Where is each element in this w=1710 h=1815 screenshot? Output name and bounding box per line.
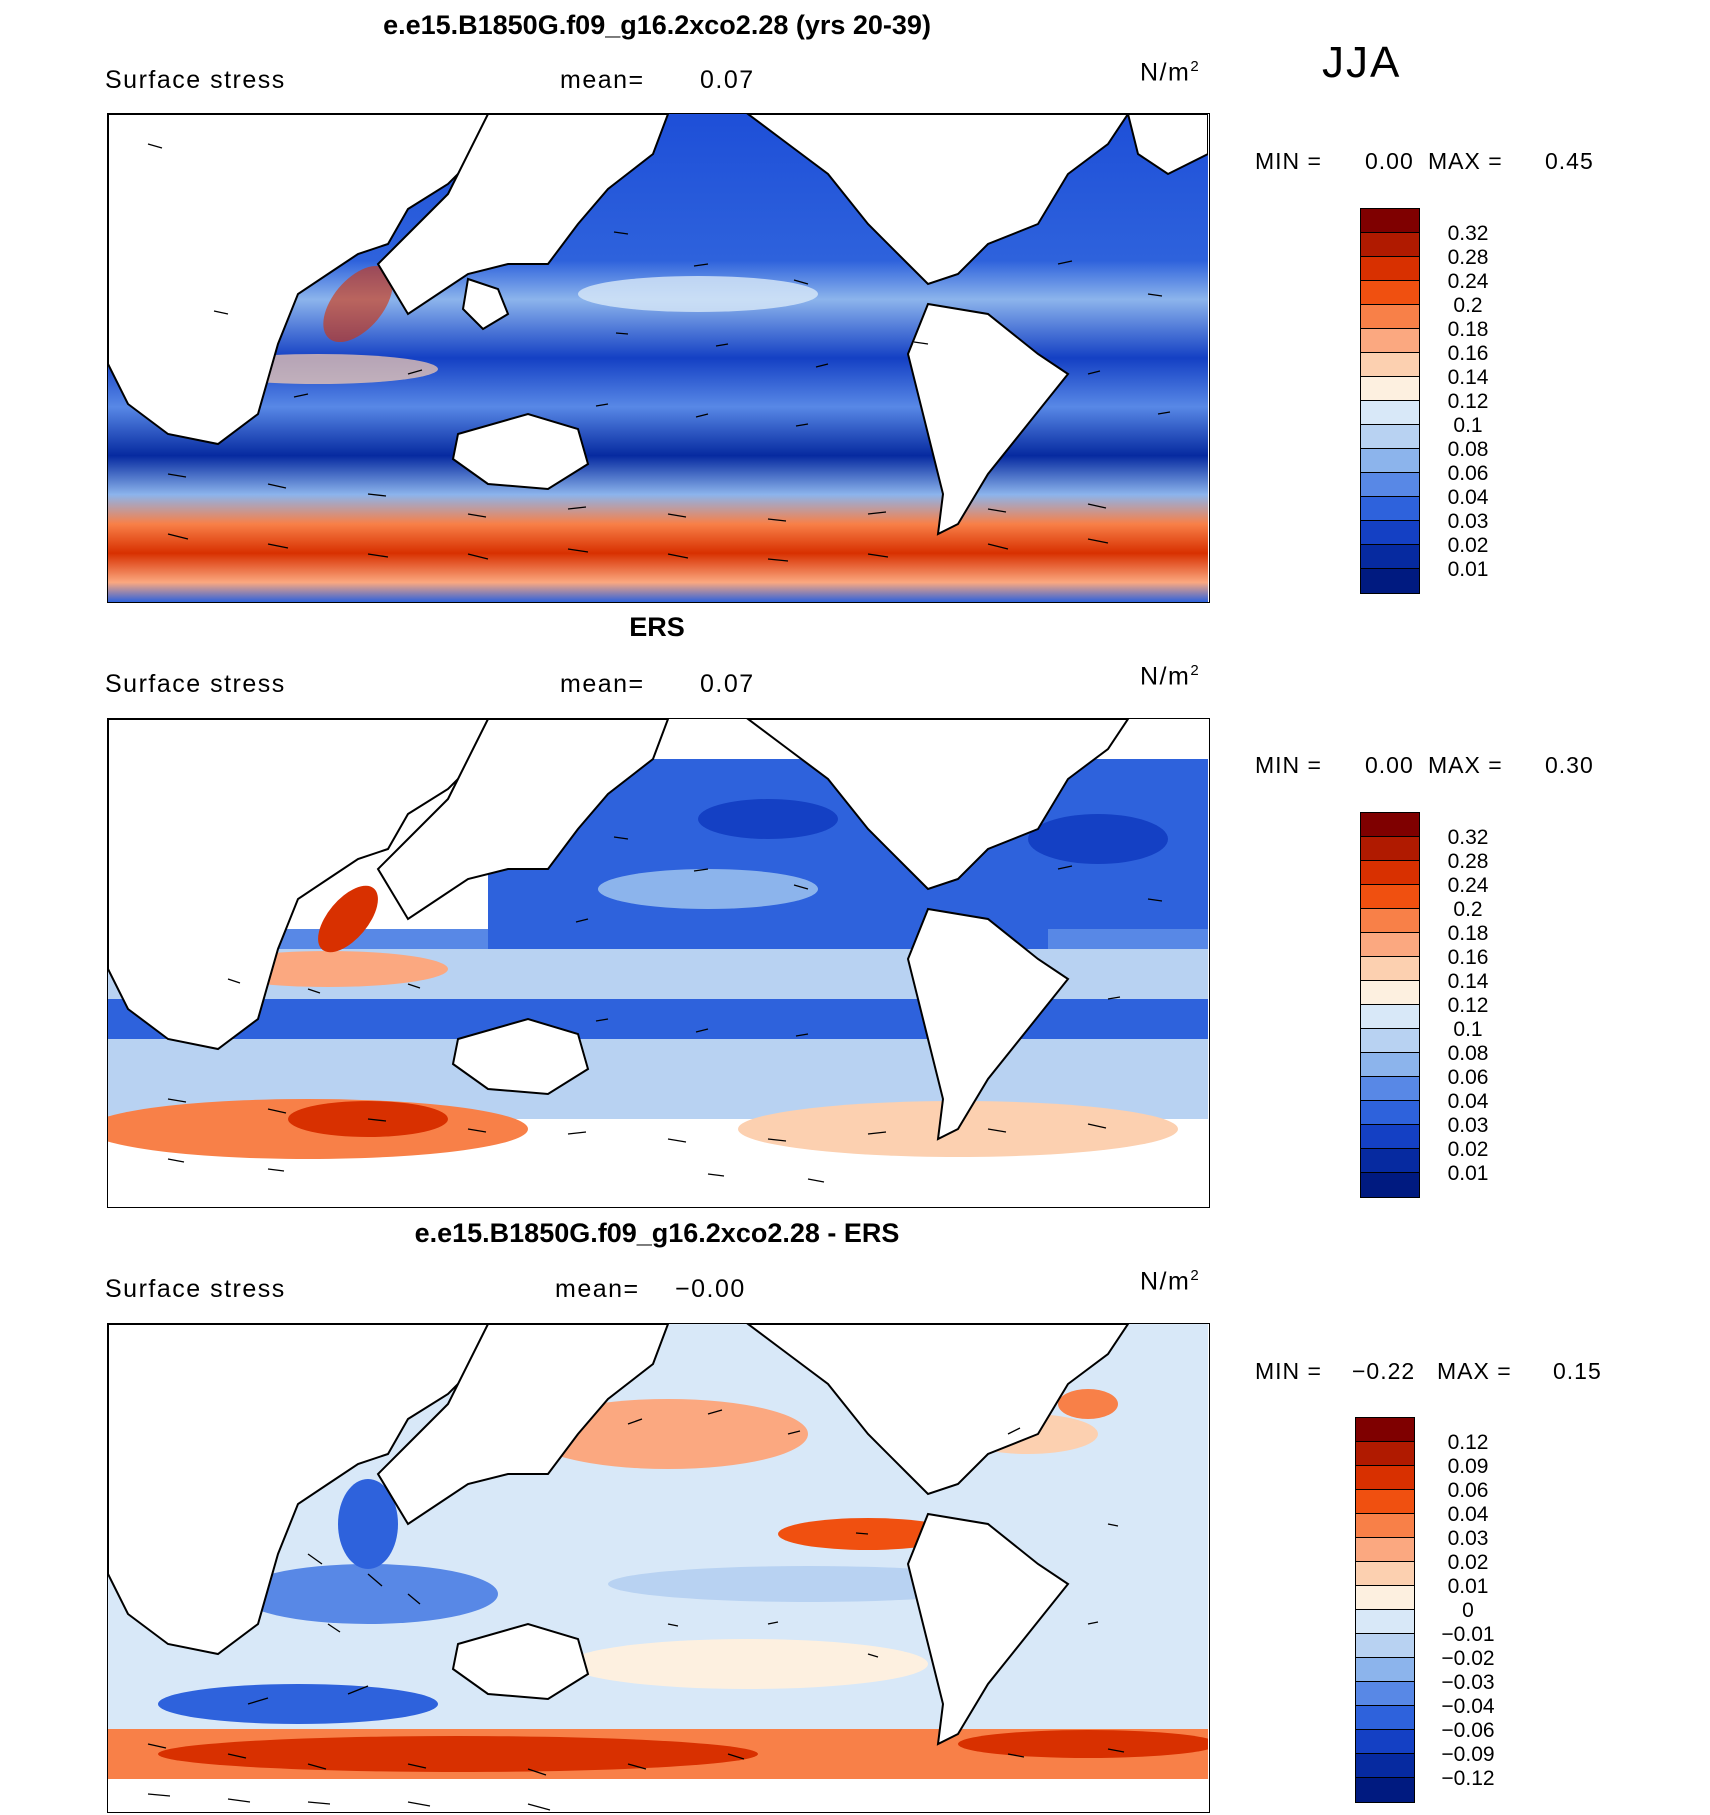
- cb2-tick: 0.02: [1447, 1138, 1489, 1161]
- cb1-tick: 0.08: [1447, 438, 1489, 461]
- panel-2-max-label: MAX =: [1428, 752, 1503, 778]
- panel-2-title: ERS: [629, 612, 685, 642]
- cb2-tick: 0.06: [1447, 1066, 1489, 1089]
- panel-2-mean-value: 0.07: [700, 670, 755, 698]
- cb3-tick: 0: [1462, 1599, 1474, 1622]
- cb1-tick: 0.28: [1447, 246, 1489, 269]
- panel-1-mean-value: 0.07: [700, 66, 755, 94]
- panel-3-map: [107, 1323, 1210, 1813]
- panel-1-min-label: MIN =: [1255, 148, 1322, 174]
- cb3-tick: −0.04: [1441, 1695, 1495, 1718]
- panel-3-colorbar: [1355, 1417, 1415, 1803]
- panel-3-min-value: −0.22: [1352, 1358, 1416, 1384]
- panel-2-variable: Surface stress: [105, 670, 286, 698]
- cb3-tick: 0.03: [1447, 1527, 1489, 1550]
- panel-3-title: e.e15.B1850G.f09_g16.2xco2.28 - ERS: [414, 1218, 900, 1248]
- panel-1-mean-label: mean=: [560, 66, 645, 94]
- cb3-tick: −0.09: [1441, 1743, 1495, 1766]
- cb1-tick: 0.01: [1447, 558, 1489, 581]
- panel-1-max-label: MAX =: [1428, 148, 1503, 174]
- cb3-tick: −0.01: [1441, 1623, 1495, 1646]
- panel-2-min-label: MIN =: [1255, 752, 1322, 778]
- cb3-tick: 0.01: [1447, 1575, 1489, 1598]
- panel-3-units: N/m2: [1140, 1267, 1201, 1296]
- cb3-tick: 0.04: [1447, 1503, 1489, 1526]
- cb3-tick: −0.12: [1441, 1767, 1495, 1790]
- cb1-tick: 0.14: [1447, 366, 1489, 389]
- cb2-tick: 0.24: [1447, 874, 1489, 897]
- cb2-tick: 0.1: [1453, 1018, 1483, 1041]
- panel-1-max-value: 0.45: [1545, 148, 1594, 174]
- panel-3-max-value: 0.15: [1553, 1358, 1602, 1384]
- panel-1-title: e.e15.B1850G.f09_g16.2xco2.28 (yrs 20-39…: [383, 10, 931, 40]
- cb2-tick: 0.16: [1447, 946, 1489, 969]
- cb2-tick: 0.01: [1447, 1162, 1489, 1185]
- panel-3-mean-value: −0.00: [675, 1275, 746, 1303]
- cb2-tick: 0.12: [1447, 994, 1489, 1017]
- panel-3-min-label: MIN =: [1255, 1358, 1322, 1384]
- cb1-tick: 0.12: [1447, 390, 1489, 413]
- cb1-tick: 0.04: [1447, 486, 1489, 509]
- cb1-tick: 0.06: [1447, 462, 1489, 485]
- cb2-tick: 0.2: [1453, 898, 1483, 921]
- cb1-tick: 0.1: [1453, 414, 1483, 437]
- cb2-tick: 0.08: [1447, 1042, 1489, 1065]
- panel-3-max-label: MAX =: [1437, 1358, 1512, 1384]
- panel-2-colorbar: [1360, 812, 1420, 1198]
- cb1-tick: 0.03: [1447, 510, 1489, 533]
- panel-1-variable: Surface stress: [105, 66, 286, 94]
- panel-1-map: [107, 113, 1210, 603]
- cb1-tick: 0.24: [1447, 270, 1489, 293]
- cb2-tick: 0.18: [1447, 922, 1489, 945]
- panel-3-mean-label: mean=: [555, 1275, 640, 1303]
- cb3-tick: 0.02: [1447, 1551, 1489, 1574]
- cb2-tick: 0.14: [1447, 970, 1489, 993]
- cb3-tick: −0.06: [1441, 1719, 1495, 1742]
- cb3-tick: 0.12: [1447, 1431, 1489, 1454]
- panel-3-variable: Surface stress: [105, 1275, 286, 1303]
- panel-2-map: [107, 718, 1210, 1208]
- cb1-tick: 0.18: [1447, 318, 1489, 341]
- panel-2-min-value: 0.00: [1365, 752, 1414, 778]
- cb2-tick: 0.28: [1447, 850, 1489, 873]
- panel-1-units: N/m2: [1140, 58, 1201, 87]
- cb3-tick: −0.02: [1441, 1647, 1495, 1670]
- cb2-tick: 0.04: [1447, 1090, 1489, 1113]
- panel-2-mean-label: mean=: [560, 670, 645, 698]
- cb3-tick: 0.06: [1447, 1479, 1489, 1502]
- cb2-tick: 0.03: [1447, 1114, 1489, 1137]
- season-label: JJA: [1322, 38, 1402, 87]
- panel-2-max-value: 0.30: [1545, 752, 1594, 778]
- panel-1-colorbar: [1360, 208, 1420, 594]
- cb1-tick: 0.16: [1447, 342, 1489, 365]
- cb1-tick: 0.2: [1453, 294, 1483, 317]
- cb1-tick: 0.02: [1447, 534, 1489, 557]
- cb1-tick: 0.32: [1447, 222, 1489, 245]
- cb3-tick: 0.09: [1447, 1455, 1489, 1478]
- cb2-tick: 0.32: [1447, 826, 1489, 849]
- panel-2-units: N/m2: [1140, 662, 1201, 691]
- cb3-tick: −0.03: [1441, 1671, 1495, 1694]
- panel-1-min-value: 0.00: [1365, 148, 1414, 174]
